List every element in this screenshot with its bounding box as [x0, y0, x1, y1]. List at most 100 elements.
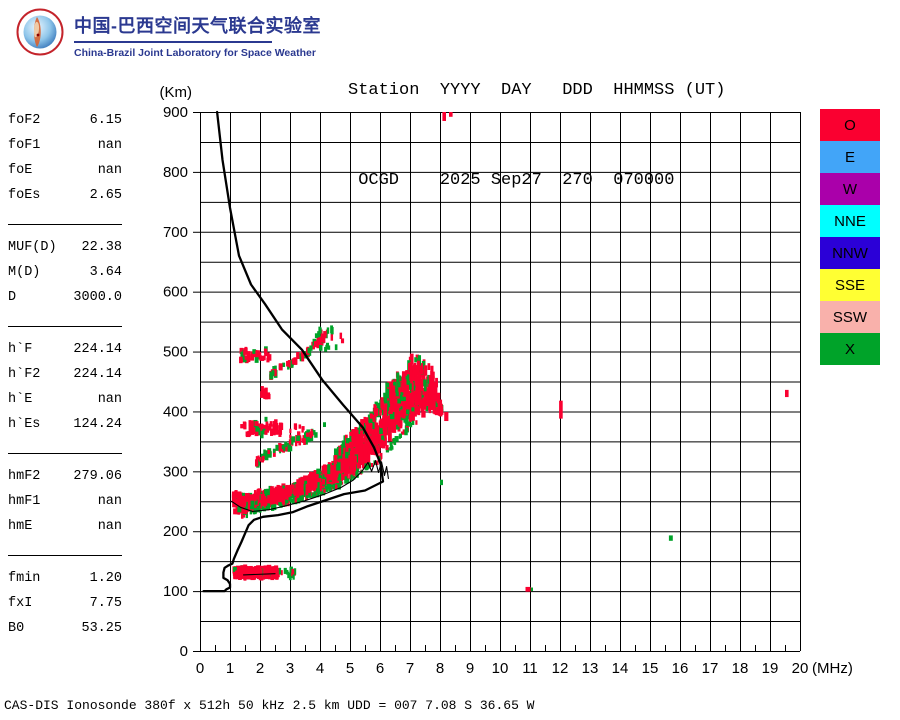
brand-divider: [74, 41, 272, 43]
param-row: h`F 224.14: [8, 337, 122, 362]
parameter-panel: foF2 6.15 foF1 nan foE nan foEs 2.65 MUF(D) 2…: [8, 108, 122, 641]
param-value: 2.65: [89, 188, 122, 203]
x-tick-label: 1: [226, 660, 234, 677]
x-tick-label: 13: [582, 660, 599, 677]
x-tick-label: 19: [762, 660, 779, 677]
param-label: h`E: [8, 392, 33, 407]
x-tick-label: 6: [376, 660, 384, 677]
x-tick-label: 18: [732, 660, 749, 677]
lab-title-english: China-Brazil Joint Laboratory for Space …: [74, 47, 316, 59]
lab-brand: 中国-巴西空间天气联合实验室 China-Brazil Joint Labora…: [74, 12, 321, 59]
isolated-echo: [668, 535, 673, 541]
param-value: 7.75: [89, 596, 122, 611]
isolated-echo: [442, 112, 446, 121]
param-group-divider: [8, 326, 122, 327]
param-label: D: [8, 290, 17, 305]
param-label: MUF(D): [8, 240, 57, 255]
param-value: nan: [97, 138, 122, 153]
param-value: nan: [97, 392, 122, 407]
legend-item-nne: NNE: [820, 205, 880, 237]
param-row: MUF(D) 22.38: [8, 235, 122, 260]
legend-label: SSE: [834, 276, 865, 294]
param-row: B0 53.25: [8, 616, 122, 641]
legend-label: SSW: [832, 308, 868, 326]
legend-label: NNE: [834, 212, 866, 230]
param-label: M(D): [8, 265, 41, 280]
globe-logo-icon: [16, 8, 64, 56]
param-row: foE nan: [8, 158, 122, 183]
x-tick-label: 16: [672, 660, 689, 677]
y-tick-label: 200: [163, 523, 188, 540]
x-tick-label: 17: [702, 660, 719, 677]
param-row: fmin 1.20: [8, 566, 122, 591]
param-row: hmF2 279.06: [8, 464, 122, 489]
isolated-echo: [323, 422, 326, 428]
legend-item-sse: SSE: [820, 269, 880, 301]
param-value: 279.06: [73, 469, 122, 484]
legend-item-o: O: [820, 109, 880, 141]
param-label: hmF1: [8, 494, 41, 509]
param-group-divider: [8, 555, 122, 556]
param-row: M(D) 3.64: [8, 260, 122, 285]
y-tick-label: 0: [180, 643, 188, 660]
param-row: h`F2 224.14: [8, 362, 122, 387]
isolated-echo: [444, 412, 449, 422]
legend-label: NNW: [832, 244, 868, 262]
param-label: B0: [8, 621, 25, 636]
station-header-values: OCGD 2025 Sep27 270 070000: [348, 171, 675, 190]
legend-item-ssw: SSW: [820, 301, 880, 333]
legend-label: X: [844, 340, 855, 358]
param-value: 224.14: [73, 342, 122, 357]
y-tick-label: 700: [163, 224, 188, 241]
station-header: Station YYYY DAY DDD HHMMSS (UT) OCGD 20…: [348, 16, 725, 226]
param-row: foF2 6.15: [8, 108, 122, 133]
axis-labels: 0 1 2 3 4 5 6 7 8 9 10 11 12 13 14 15 16 17 18 19 20 (MHz)010…: [160, 84, 853, 677]
param-label: hmE: [8, 519, 33, 534]
y-tick-label: 300: [163, 463, 188, 480]
legend-item-w: W: [820, 173, 880, 205]
legend-label: E: [844, 148, 855, 166]
param-value: 22.38: [81, 240, 122, 255]
x-tick-label: 20: [792, 660, 809, 677]
x-tick-label: 10: [492, 660, 509, 677]
param-value: 3000.0: [73, 290, 122, 305]
param-value: 6.15: [89, 113, 122, 128]
param-label: h`F2: [8, 367, 41, 382]
param-row: fxI 7.75: [8, 591, 122, 616]
param-value: 224.14: [73, 367, 122, 382]
legend-item-nnw: NNW: [820, 237, 880, 269]
param-label: foE: [8, 163, 33, 178]
legend-label: O: [844, 116, 856, 134]
x-tick-label: 7: [406, 660, 414, 677]
param-value: 3.64: [89, 265, 122, 280]
x-tick-label: 8: [436, 660, 444, 677]
autoscaled-trace-line: [230, 460, 389, 513]
param-group-divider: [8, 224, 122, 225]
y-tick-label: 900: [163, 104, 188, 121]
param-row: h`Es 124.24: [8, 412, 122, 437]
ionogram-plot: 0 1 2 3 4 5 6 7 8 9 10 11 12 13 14 15 16 17 18 19 20 (MHz)010…: [160, 84, 853, 677]
param-row: D 3000.0: [8, 285, 122, 310]
legend-item-e: E: [820, 141, 880, 173]
instrument-caption: CAS-DIS Ionosonde 380f x 512h 50 kHz 2.5…: [4, 698, 535, 713]
param-label: hmF2: [8, 469, 41, 484]
isolated-echo: [559, 400, 563, 419]
param-value: 1.20: [89, 571, 122, 586]
y-axis-unit: (Km): [160, 84, 193, 101]
param-value: nan: [97, 494, 122, 509]
x-tick-label: 3: [286, 660, 294, 677]
param-value: nan: [97, 519, 122, 534]
legend-label: W: [842, 180, 858, 198]
x-tick-label: 9: [466, 660, 474, 677]
param-row: foEs 2.65: [8, 183, 122, 208]
isolated-echo: [530, 587, 533, 592]
es-trace-line: [242, 573, 276, 576]
echo-type-legend: O E W NNE NNW SSE SSW X: [820, 109, 880, 365]
legend-item-x: X: [820, 333, 880, 365]
param-row: h`E nan: [8, 387, 122, 412]
param-group-divider: [8, 453, 122, 454]
x-tick-label: 11: [522, 660, 538, 677]
param-row: hmE nan: [8, 514, 122, 539]
lab-title-chinese: 中国-巴西空间天气联合实验室: [74, 16, 321, 36]
